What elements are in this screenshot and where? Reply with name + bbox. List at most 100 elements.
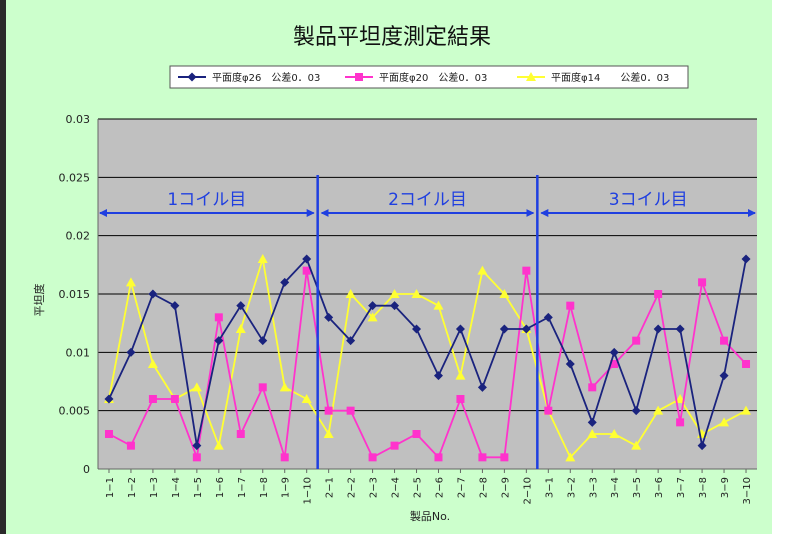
- coil-label: 2コイル目: [388, 190, 467, 210]
- x-tick-label: 3−1: [544, 477, 555, 498]
- data-point: [566, 301, 575, 310]
- data-point: [412, 324, 422, 334]
- data-point: [345, 289, 356, 298]
- x-tick-label: 3−7: [676, 477, 687, 498]
- data-point: [170, 301, 180, 311]
- data-point: [323, 429, 334, 438]
- data-point: [697, 441, 707, 451]
- data-point: [368, 301, 378, 311]
- series-line: [108, 257, 747, 446]
- data-point: [324, 406, 333, 415]
- data-point: [148, 395, 157, 403]
- y-tick-label: 0.01: [66, 346, 91, 359]
- y-tick-label: 0: [83, 463, 90, 476]
- data-point: [367, 312, 378, 322]
- data-point: [355, 73, 363, 81]
- x-tick-label: 2−4: [391, 477, 402, 498]
- data-point: [390, 441, 399, 450]
- data-point: [588, 383, 597, 392]
- data-point: [609, 347, 619, 357]
- x-axis-label: 製品No.: [410, 509, 450, 523]
- data-point: [324, 312, 334, 322]
- y-tick-label: 0.005: [59, 405, 91, 418]
- data-point: [742, 360, 751, 368]
- data-point: [236, 430, 245, 438]
- data-point: [192, 441, 202, 451]
- x-tick-label: 1−1: [105, 477, 116, 498]
- x-tick-label: 3−2: [566, 477, 577, 498]
- x-tick-label: 3−3: [588, 477, 599, 498]
- x-tick-label: 3−9: [720, 477, 731, 498]
- data-point: [455, 324, 465, 334]
- data-point: [526, 72, 536, 81]
- page-margin: [772, 0, 800, 534]
- data-point: [412, 430, 421, 438]
- legend-label: 平面度φ14 公差0．03: [551, 71, 669, 84]
- x-tick-label: 3−8: [698, 477, 709, 498]
- legend-label: 平面度φ20 公差0．03: [379, 71, 487, 84]
- x-tick-label: 1−7: [237, 477, 248, 498]
- x-tick-label: 2−10: [522, 477, 533, 504]
- coil-label: 1コイル目: [167, 190, 246, 210]
- data-point: [104, 430, 113, 438]
- data-point: [587, 417, 597, 427]
- data-point: [346, 336, 356, 346]
- x-tick-label: 1−8: [259, 477, 270, 498]
- data-point: [654, 290, 663, 298]
- data-point: [187, 72, 197, 82]
- data-point: [147, 359, 158, 368]
- x-tick-label: 1−2: [127, 477, 138, 498]
- x-tick-label: 2−6: [434, 477, 445, 498]
- data-point: [741, 405, 752, 415]
- data-point: [610, 360, 619, 368]
- data-point: [235, 324, 246, 333]
- data-point: [433, 371, 443, 381]
- data-point: [126, 347, 136, 357]
- data-point: [477, 265, 488, 275]
- data-point: [433, 300, 444, 310]
- legend-box: [169, 65, 689, 89]
- data-point: [346, 406, 355, 415]
- data-point: [258, 383, 267, 392]
- data-point: [258, 336, 268, 346]
- data-point: [719, 417, 730, 427]
- data-point: [390, 301, 400, 311]
- data-point: [500, 453, 509, 462]
- data-point: [521, 324, 531, 334]
- data-point: [280, 453, 289, 462]
- data-point: [675, 324, 685, 334]
- data-point: [632, 336, 641, 345]
- x-tick-label: 2−8: [478, 477, 489, 498]
- series-layer: [103, 254, 752, 462]
- x-tick-label: 1−9: [281, 477, 292, 498]
- data-point: [544, 406, 553, 415]
- data-point: [126, 441, 135, 450]
- x-tick-label: 1−6: [215, 477, 226, 498]
- data-point: [478, 453, 487, 462]
- y-tick-label: 0.025: [59, 171, 91, 184]
- data-point: [434, 453, 443, 462]
- data-point: [148, 289, 158, 299]
- data-point: [214, 313, 223, 322]
- series-line: [108, 258, 747, 459]
- x-tick-label: 1−3: [149, 477, 160, 498]
- data-point: [389, 289, 400, 298]
- data-point: [411, 289, 422, 298]
- data-point: [191, 382, 202, 392]
- data-point: [499, 289, 510, 298]
- data-point: [214, 336, 224, 346]
- y-axis-label: 平坦度: [32, 284, 46, 317]
- data-point: [587, 429, 598, 438]
- x-tick-label: 3−10: [742, 477, 753, 504]
- coil-label: 3コイル目: [609, 190, 688, 210]
- y-tick-label: 0.03: [66, 113, 91, 126]
- data-point: [477, 382, 487, 392]
- data-point: [257, 254, 268, 263]
- data-point: [720, 336, 729, 345]
- x-axis-ticks: 1−1 1−2 1−3 1−4 1−5 1−6 1−7 1−8 1−9 1−10 2−1 2−2 2−3…: [105, 469, 753, 504]
- x-tick-label: 1−4: [171, 477, 182, 498]
- x-tick-label: 2−5: [413, 477, 424, 498]
- data-point: [279, 382, 290, 392]
- data-point: [170, 395, 179, 403]
- x-tick-label: 2−3: [369, 477, 380, 498]
